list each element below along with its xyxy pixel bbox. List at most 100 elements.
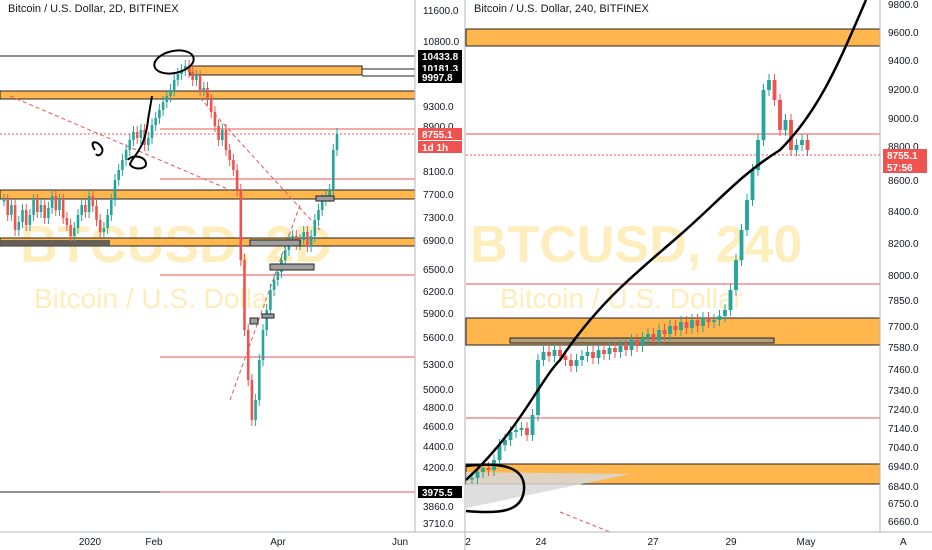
right-drawn-bracket	[465, 463, 526, 514]
y-tick-label: 3860.0	[423, 502, 454, 513]
candle-body	[739, 230, 744, 260]
candle-body	[246, 330, 250, 380]
candle-body	[328, 190, 331, 196]
candle-body	[276, 272, 280, 280]
price-tag-label: 57:56	[887, 163, 913, 174]
right-chart-panel[interactable]: BTCUSD, 240 Bitcoin / U.S. Dollar Bitcoi…	[465, 0, 881, 533]
price-tag	[883, 149, 927, 161]
y-tick-label: 7700.0	[423, 190, 454, 201]
candle-body	[317, 210, 320, 220]
candle-body	[574, 360, 579, 366]
candle-body	[150, 125, 154, 138]
y-tick-label: 7700.0	[888, 322, 919, 333]
candle-body	[206, 88, 209, 100]
candle-body	[239, 190, 243, 260]
y-tick-label: 7140.0	[888, 424, 919, 435]
candle-body	[805, 140, 810, 150]
candle-body	[547, 352, 551, 356]
candle-body	[76, 215, 80, 228]
candle-body	[124, 150, 128, 160]
candle-body	[695, 320, 700, 326]
candle-body	[224, 130, 228, 150]
candle-body	[36, 200, 39, 212]
candle-body	[213, 112, 217, 126]
candle-body	[712, 320, 716, 322]
candle-body	[191, 72, 194, 80]
candle-body	[613, 348, 617, 352]
candle-body	[772, 80, 777, 100]
candle-body	[43, 205, 46, 218]
y-tick-label: 8000.0	[888, 271, 919, 282]
y-tick-label: 6940.0	[888, 462, 919, 473]
candle-body	[536, 360, 540, 415]
x-tick-label: Apr	[270, 537, 286, 548]
candle-body	[684, 322, 689, 328]
candle-body	[6, 200, 9, 215]
candle-body	[58, 200, 61, 210]
candle-body	[580, 356, 584, 360]
y-tick-label: 9000.0	[888, 114, 919, 125]
y-tick-label: 6200.0	[423, 287, 454, 298]
y-tick-label: 5300.0	[423, 360, 454, 371]
price-tag	[883, 161, 927, 173]
candle-body	[756, 140, 760, 170]
candle-body	[135, 132, 139, 138]
candle-body	[32, 200, 35, 215]
candle-body	[690, 320, 694, 328]
y-tick-label: 7300.0	[423, 213, 454, 224]
candle-body	[24, 210, 28, 225]
svg-text:A: A	[900, 537, 907, 548]
candle-body	[187, 66, 191, 72]
right-drawn-curve	[465, 0, 868, 481]
auto-scale-icon[interactable]: A	[900, 537, 907, 548]
candle-body	[65, 218, 69, 225]
y-tick-label: 4600.0	[423, 422, 454, 433]
candle-body	[265, 310, 268, 330]
left-drawn-mark-2	[127, 95, 153, 170]
candle-body	[646, 334, 650, 338]
price-tag-label: 10433.8	[422, 52, 459, 63]
y-tick-label: 7240.0	[888, 405, 919, 416]
x-tick-label: Jun	[392, 537, 408, 548]
candle-body	[679, 322, 683, 330]
candle-body	[50, 196, 54, 208]
candle-body	[302, 232, 305, 240]
candle-body	[481, 468, 485, 472]
y-tick-label: 6500.0	[423, 265, 454, 276]
candle-body	[272, 280, 276, 290]
y-tick-label: 4800.0	[423, 403, 454, 414]
candle-body	[552, 350, 557, 356]
candle-body	[69, 225, 72, 236]
candle-body	[198, 76, 202, 90]
candle-body	[154, 118, 157, 125]
left-grey-box-1	[269, 263, 315, 271]
y-tick-label: 8600.0	[888, 176, 919, 187]
candle-body	[497, 445, 502, 460]
y-tick-label: 9200.0	[888, 85, 919, 96]
price-tag-label: 8755.1	[887, 151, 918, 162]
y-tick-label: 7340.0	[888, 386, 919, 397]
candle-body	[39, 205, 43, 212]
candle-body	[128, 140, 132, 150]
candle-body	[235, 170, 239, 190]
candle-body	[221, 130, 224, 140]
candle-body	[158, 110, 161, 118]
candle-body	[475, 472, 480, 478]
candle-body	[525, 428, 529, 435]
candle-body	[121, 160, 124, 170]
left-chart-panel[interactable]: BTCUSD, 2D Bitcoin / U.S. Dollar	[0, 0, 416, 532]
candle-body	[176, 74, 180, 80]
y-tick-label: 9600.0	[888, 28, 919, 39]
y-tick-label: 7580.0	[888, 343, 919, 354]
candle-body	[750, 170, 755, 200]
y-tick-label: 10800.0	[423, 37, 460, 48]
candle-body	[102, 228, 106, 232]
price-tag-label: 8755.1	[422, 130, 453, 141]
candle-body	[662, 330, 667, 334]
candle-body	[217, 126, 220, 140]
candle-body	[98, 220, 102, 232]
candle-body	[61, 200, 65, 218]
candle-body	[10, 205, 13, 215]
